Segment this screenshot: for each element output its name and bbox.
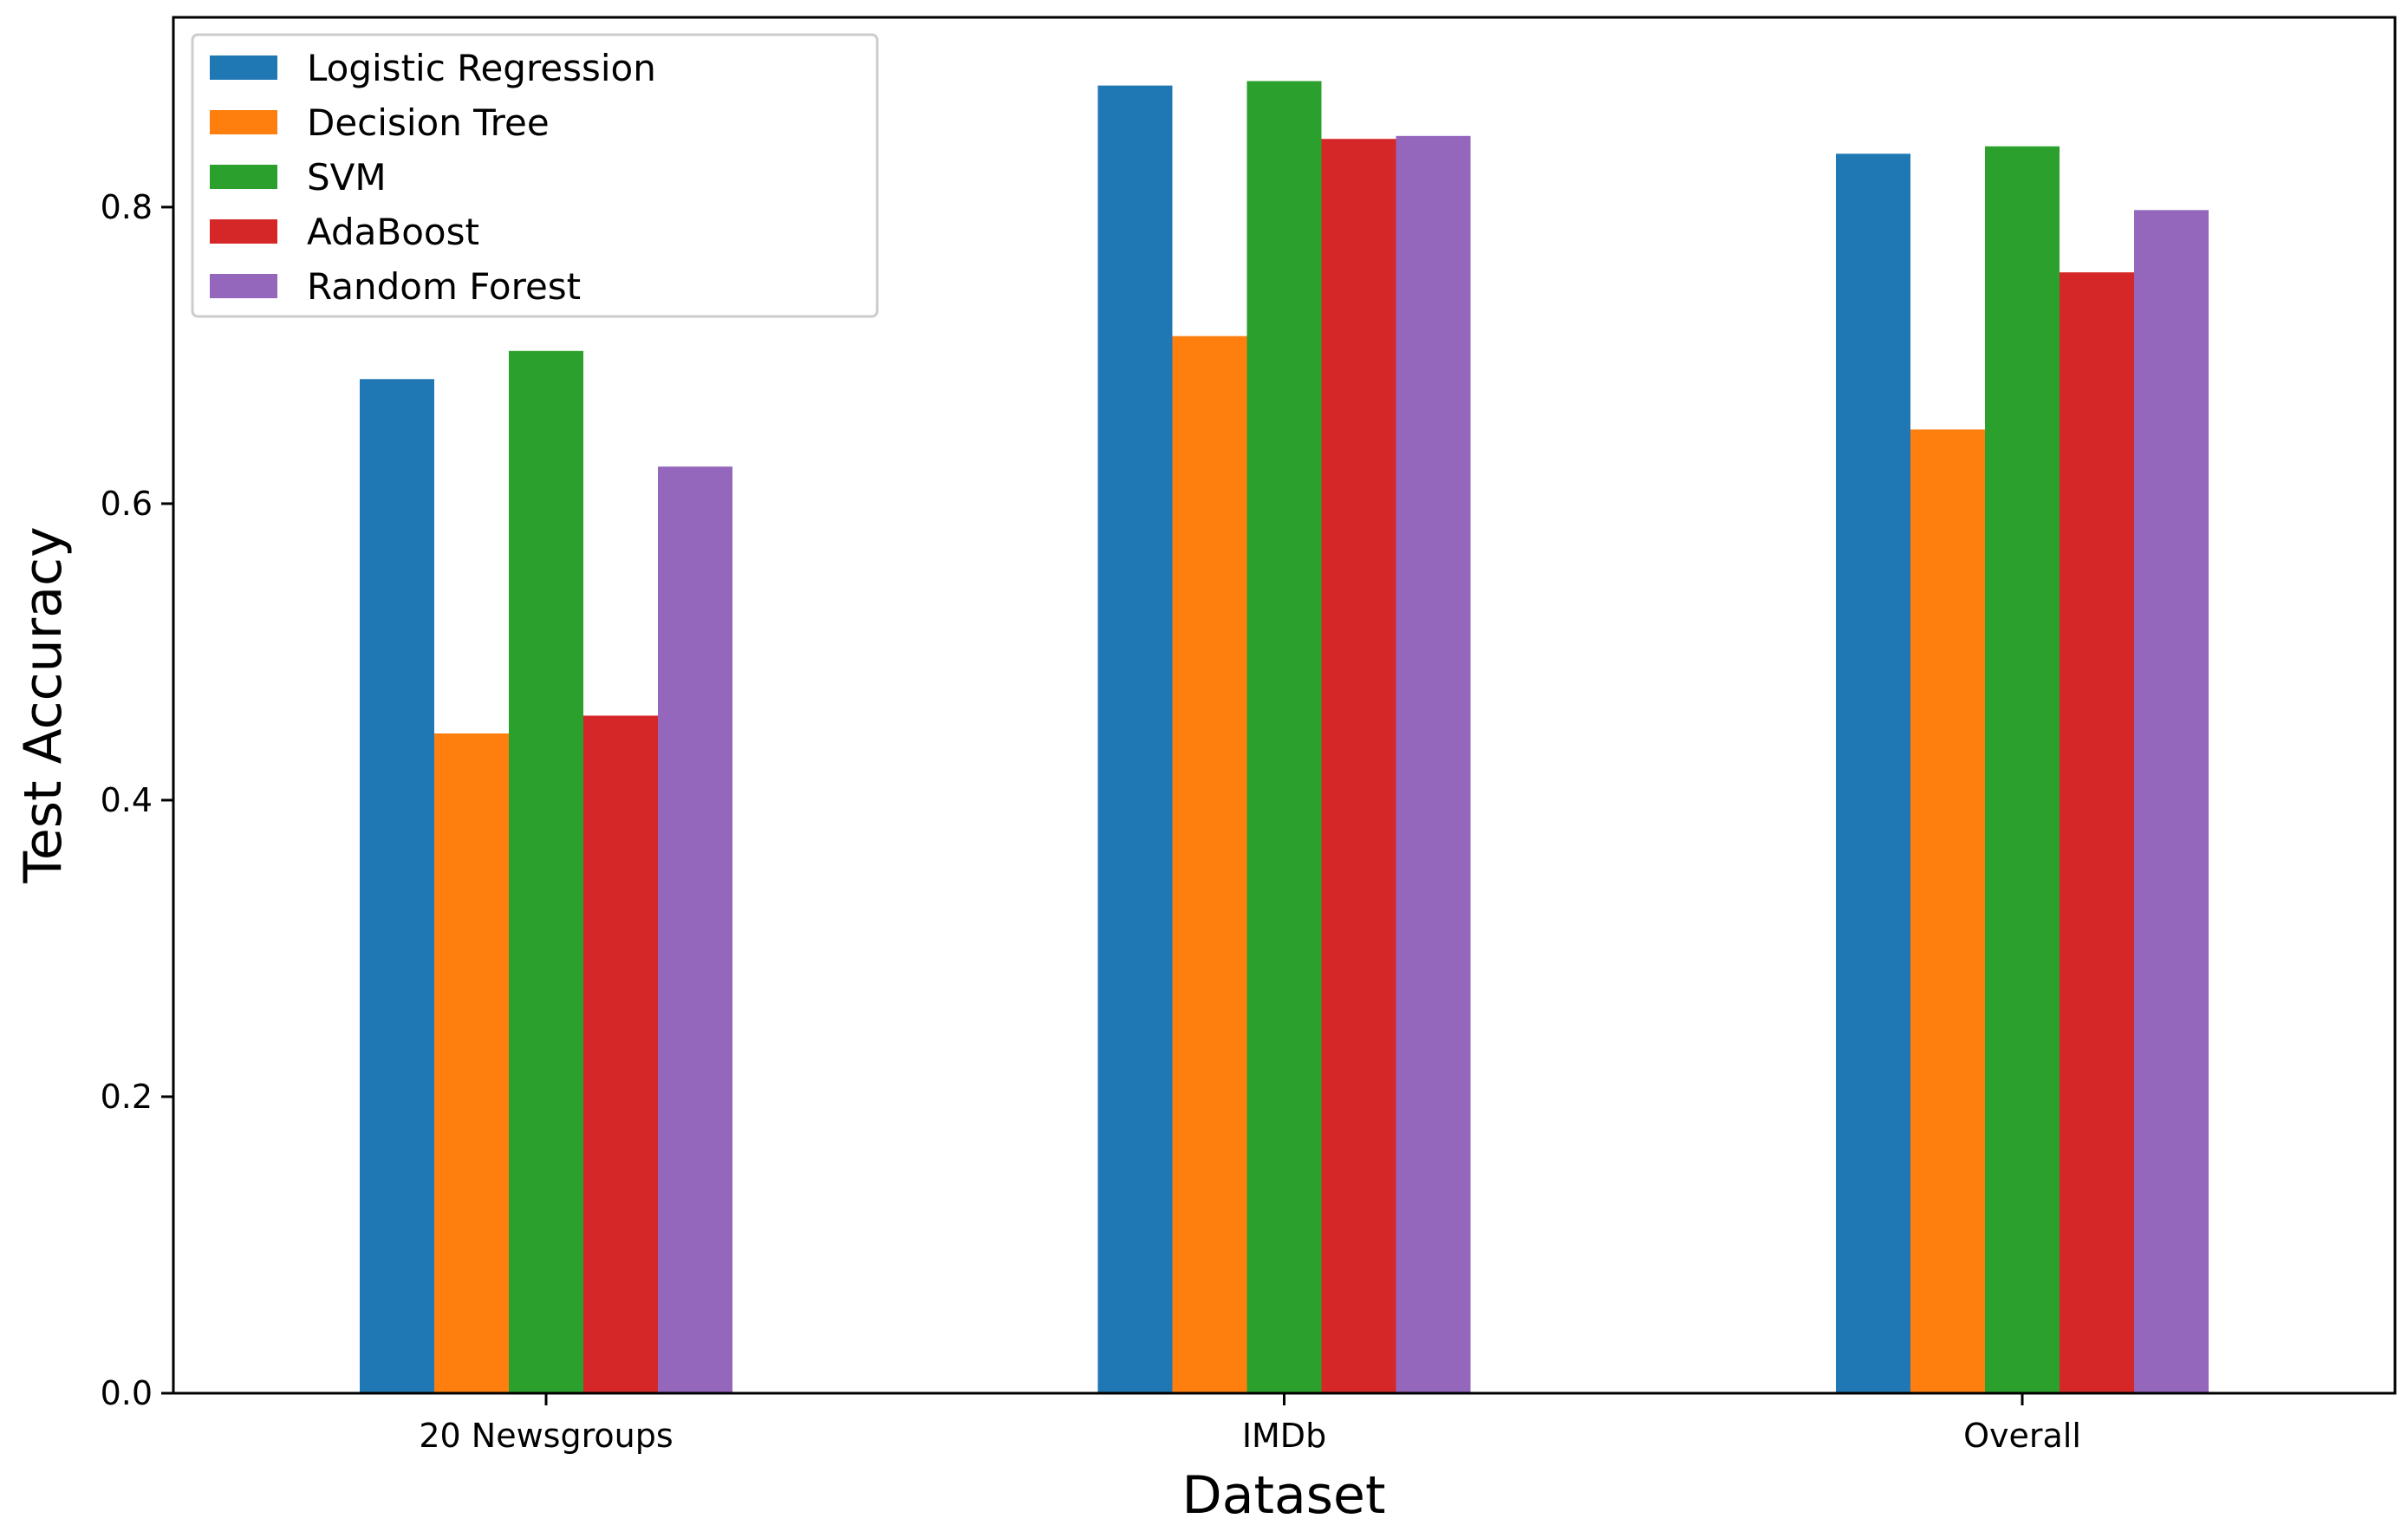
x-tick-label: Overall xyxy=(1963,1417,2081,1455)
legend-swatch xyxy=(210,165,277,189)
legend-label: Decision Tree xyxy=(307,101,550,144)
legend: Logistic Regression Decision Tree SVM AdaBo… xyxy=(191,33,879,318)
bar-random-forest-imdb xyxy=(1396,135,1471,1394)
bar-adaboost-imdb xyxy=(1321,139,1396,1394)
y-axis-label: Test Accuracy xyxy=(13,526,74,883)
x-axis: 20 Newsgroups IMDb Overall xyxy=(419,1393,2081,1455)
legend-label: AdaBoost xyxy=(307,211,479,253)
bar-decision-tree-20-newsgroups xyxy=(434,733,509,1393)
legend-label: SVM xyxy=(307,156,387,199)
legend-label: Random Forest xyxy=(307,265,581,308)
legend-label: Logistic Regression xyxy=(307,47,656,89)
bar-svm-imdb xyxy=(1246,81,1322,1394)
bar-random-forest-overall xyxy=(2134,210,2209,1394)
bar-logistic-regression-20-newsgroups xyxy=(360,379,434,1394)
y-tick-label: 0.8 xyxy=(101,188,153,226)
y-tick-label: 0.2 xyxy=(101,1078,153,1116)
bar-decision-tree-imdb xyxy=(1172,336,1247,1394)
legend-swatch xyxy=(210,274,277,298)
bar-random-forest-20-newsgroups xyxy=(658,466,732,1393)
y-tick-label: 0.4 xyxy=(101,781,153,819)
legend-swatch xyxy=(210,110,277,134)
bar-adaboost-20-newsgroups xyxy=(583,715,658,1393)
y-tick-label: 0.6 xyxy=(101,485,153,523)
y-tick-label: 0.0 xyxy=(101,1374,153,1412)
bar-logistic-regression-imdb xyxy=(1097,85,1173,1394)
bar-svm-overall xyxy=(1985,146,2060,1393)
bar-adaboost-overall xyxy=(2060,272,2134,1394)
bar-decision-tree-overall xyxy=(1910,429,1985,1393)
bars-group xyxy=(360,81,2209,1394)
bar-svm-20-newsgroups xyxy=(509,350,583,1394)
x-axis-label: Dataset xyxy=(1182,1465,1386,1526)
x-tick-label: IMDb xyxy=(1242,1417,1326,1455)
x-tick-label: 20 Newsgroups xyxy=(419,1417,673,1455)
legend-frame xyxy=(191,33,879,318)
legend-swatch xyxy=(210,55,277,80)
bar-logistic-regression-overall xyxy=(1836,153,1910,1393)
legend-swatch xyxy=(210,219,277,244)
y-axis: 0.0 0.2 0.4 0.6 0.8 xyxy=(101,188,173,1412)
